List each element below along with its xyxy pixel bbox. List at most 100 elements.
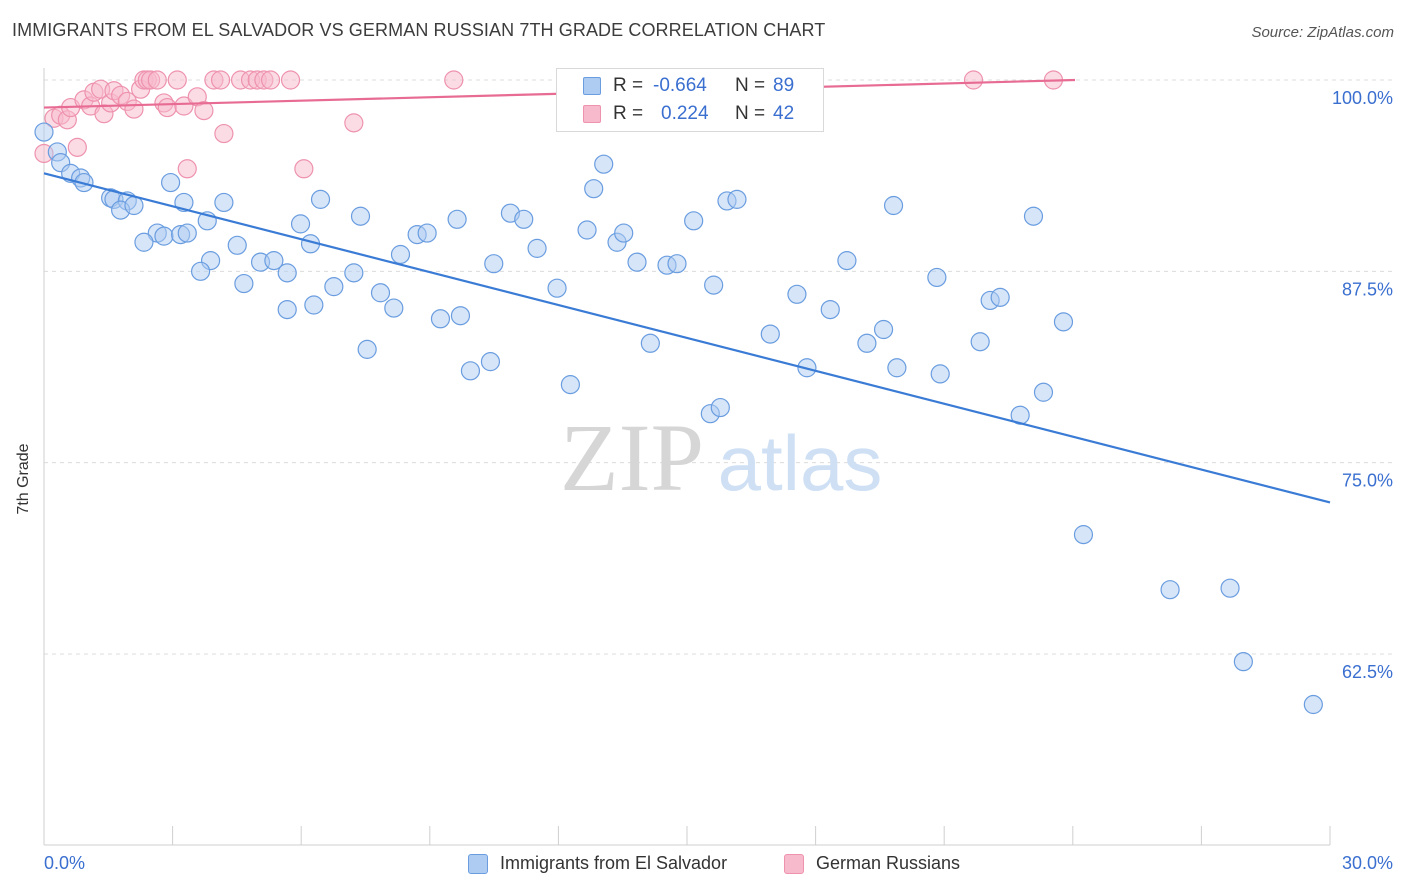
- point-german-russians: [214, 123, 234, 144]
- y-tick-label: 75.0%: [1342, 471, 1393, 491]
- point-el-salvador: [1220, 578, 1240, 598]
- point-el-salvador: [447, 209, 467, 229]
- point-german-russians: [963, 70, 984, 90]
- point-el-salvador: [640, 333, 660, 353]
- point-el-salvador: [324, 277, 344, 297]
- point-el-salvador: [527, 238, 547, 258]
- point-el-salvador: [177, 223, 197, 243]
- point-el-salvador: [234, 273, 254, 294]
- legend-swatch-pink: [784, 854, 804, 874]
- point-el-salvador: [390, 244, 411, 265]
- point-german-russians: [177, 159, 197, 179]
- point-el-salvador: [1160, 580, 1180, 600]
- point-el-salvador: [227, 235, 247, 255]
- legend-label: German Russians: [816, 853, 961, 873]
- point-el-salvador: [161, 172, 181, 193]
- n-value: 42: [773, 103, 795, 124]
- watermark-zip: ZIP: [560, 404, 704, 511]
- point-el-salvador: [154, 226, 174, 246]
- x-tick-label: 30.0%: [1342, 853, 1393, 873]
- tick-labels: 100.0% 87.5% 75.0% 62.5% 0.0% 30.0%: [44, 88, 1393, 873]
- point-el-salvador: [1053, 312, 1074, 332]
- point-el-salvador: [560, 375, 580, 395]
- point-el-salvador: [970, 332, 990, 352]
- watermark-atlas: atlas: [718, 419, 883, 507]
- point-el-salvador: [290, 214, 311, 234]
- x-tick-label: 0.0%: [44, 853, 85, 873]
- point-german-russians: [294, 159, 314, 179]
- point-el-salvador: [577, 220, 597, 240]
- point-el-salvador: [124, 195, 144, 216]
- watermark: ZIP atlas: [560, 404, 882, 511]
- point-el-salvador: [384, 298, 404, 318]
- point-el-salvador: [704, 275, 724, 295]
- point-el-salvador: [857, 333, 877, 353]
- point-el-salvador: [927, 267, 947, 288]
- blue-swatch: [583, 77, 601, 95]
- point-el-salvador: [873, 319, 894, 340]
- point-el-salvador: [684, 211, 704, 231]
- point-el-salvador: [627, 252, 647, 272]
- point-el-salvador: [990, 287, 1010, 307]
- point-el-salvador: [547, 278, 567, 298]
- point-german-russians: [194, 101, 214, 121]
- point-german-russians: [167, 70, 187, 90]
- point-german-russians: [444, 70, 464, 90]
- point-el-salvador: [1073, 525, 1094, 545]
- point-german-russians: [280, 70, 301, 90]
- y-tick-label: 62.5%: [1342, 662, 1393, 682]
- point-german-russians: [174, 96, 194, 116]
- point-el-salvador: [887, 358, 907, 378]
- y-tick-label: 100.0%: [1332, 88, 1393, 108]
- point-german-russians: [210, 70, 231, 90]
- n-value: 89: [773, 75, 795, 96]
- legend-label: Immigrants from El Salvador: [500, 853, 728, 873]
- point-el-salvador: [727, 189, 747, 209]
- point-el-salvador: [134, 232, 154, 252]
- point-el-salvador: [1233, 652, 1253, 672]
- point-el-salvador: [277, 300, 297, 320]
- point-el-salvador: [310, 189, 331, 209]
- point-el-salvador: [417, 223, 437, 243]
- n-label: N =: [735, 103, 766, 124]
- trend-line-el-salvador: [43, 172, 1331, 504]
- stats-legend: R = -0.664 N = 89 R = 0.224 N = 42: [556, 68, 824, 132]
- gridlines: [44, 79, 1395, 655]
- point-german-russians: [124, 99, 144, 119]
- axes: [43, 68, 1331, 846]
- r-label: R =: [613, 103, 644, 124]
- point-el-salvador: [1023, 206, 1044, 226]
- r-label: R =: [613, 75, 644, 96]
- point-el-salvador: [34, 122, 54, 142]
- point-el-salvador: [837, 251, 857, 271]
- point-el-salvador: [614, 223, 634, 243]
- point-el-salvador: [460, 361, 481, 381]
- y-tick-label: 87.5%: [1342, 279, 1393, 299]
- point-el-salvador: [277, 263, 297, 283]
- chart-title: IMMIGRANTS FROM EL SALVADOR VS GERMAN RU…: [12, 20, 826, 40]
- point-el-salvador: [480, 352, 501, 372]
- point-german-russians: [157, 97, 177, 118]
- point-el-salvador: [450, 306, 471, 326]
- point-el-salvador: [430, 309, 451, 329]
- point-el-salvador: [820, 300, 840, 320]
- legend-swatch-blue: [468, 854, 488, 874]
- point-el-salvador: [883, 195, 904, 216]
- point-el-salvador: [930, 364, 950, 384]
- point-el-salvador: [304, 295, 324, 315]
- point-german-russians: [344, 113, 364, 133]
- data-points: [34, 70, 1323, 715]
- source-label: Source: ZipAtlas.com: [1251, 24, 1394, 41]
- point-el-salvador: [357, 339, 377, 359]
- point-el-salvador: [484, 254, 504, 274]
- pink-swatch: [583, 105, 601, 123]
- r-value: 0.224: [661, 103, 709, 124]
- point-el-salvador: [514, 209, 534, 229]
- point-el-salvador: [214, 192, 234, 213]
- point-german-russians: [260, 70, 281, 90]
- point-el-salvador: [370, 283, 391, 303]
- point-german-russians: [67, 137, 87, 157]
- point-el-salvador: [350, 206, 371, 226]
- point-el-salvador: [264, 251, 284, 271]
